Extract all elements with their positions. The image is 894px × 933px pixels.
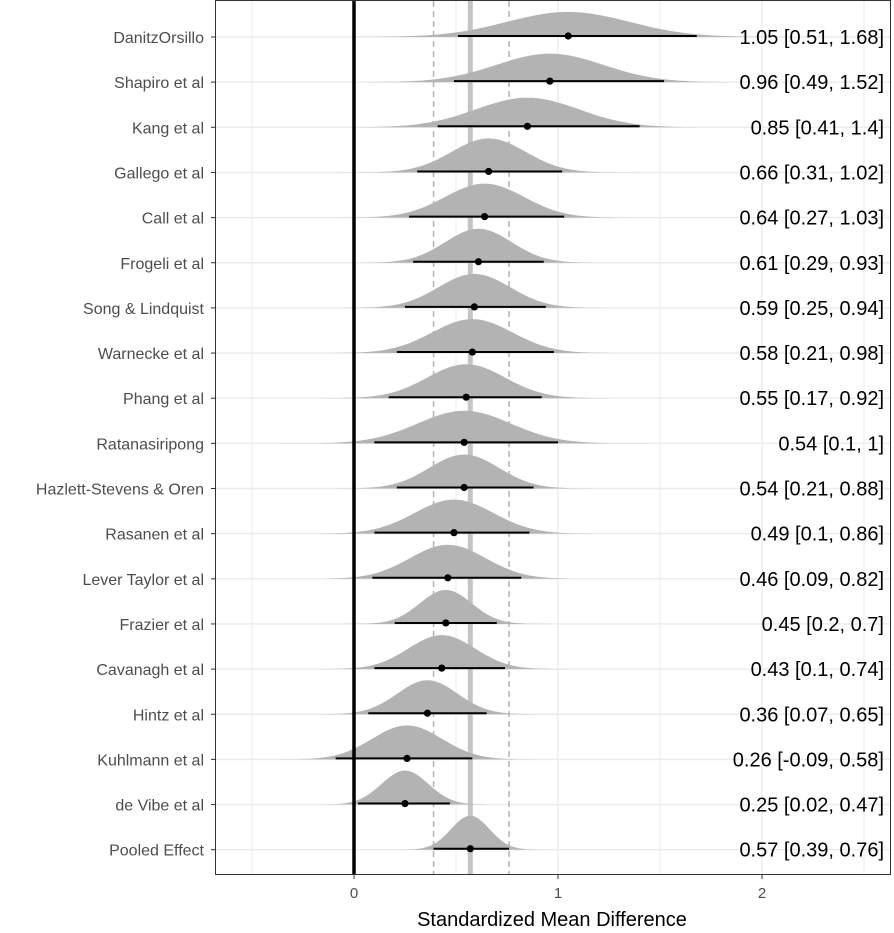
point-shapiro-et-al [546, 77, 554, 85]
estimate-annotation: 0.61 [0.29, 0.93] [739, 253, 884, 275]
y-tick-label: Hazlett-Stevens & Oren [36, 482, 204, 499]
density-frogeli-et-al [345, 228, 612, 263]
density-layer [267, 1, 812, 874]
density-hazlett-stevens-oren [324, 454, 604, 489]
y-tick-label: Shapiro et al [114, 75, 204, 92]
y-tick-label: Call et al [142, 211, 204, 228]
y-tick-label: Rasanen et al [105, 527, 204, 544]
estimate-annotation: 1.05 [0.51, 1.68] [739, 27, 884, 49]
point-song-lindquist [470, 303, 478, 311]
point-de-vibe-et-al [401, 799, 409, 808]
y-tick-label: Cavanagh et al [96, 662, 204, 679]
y-tick-label: Frazier et al [120, 617, 204, 634]
estimate-annotation: 0.49 [0.1, 0.86] [751, 524, 884, 546]
point-kuhlmann-et-al [403, 754, 411, 763]
estimate-annotation: 0.85 [0.41, 1.4] [751, 117, 884, 139]
point-kang-et-al [523, 122, 532, 130]
density-lever-taylor-et-al [295, 544, 600, 579]
estimate-annotation: 0.58 [0.21, 0.98] [739, 343, 884, 365]
y-tick-label: Gallego et al [114, 165, 204, 182]
density-phang-et-al [310, 364, 623, 399]
x-axis: 0 1 2 [350, 874, 766, 902]
density-rasanen-et-al [295, 499, 613, 534]
estimate-annotation: 0.57 [0.39, 0.76] [739, 840, 884, 862]
estimate-annotation: 0.46 [0.09, 0.82] [739, 569, 884, 591]
y-tick-label: Song & Lindquist [83, 301, 205, 318]
x-tick-label: 2 [758, 885, 766, 902]
density-song-lindquist [330, 273, 618, 308]
y-tick-label: Hintz et al [133, 707, 204, 724]
point-lever-taylor-et-al [444, 574, 452, 582]
density-shapiro-et-al [335, 53, 765, 83]
estimate-annotation: 0.43 [0.1, 0.74] [751, 659, 884, 681]
y-tick-label: Frogeli et al [120, 256, 204, 273]
density-kang-et-al [321, 97, 734, 128]
y-tick-label: de Vibe et al [115, 798, 204, 815]
estimate-annotation: 0.45 [0.2, 0.7] [762, 614, 884, 636]
x-axis-label: Standardized Mean Difference [417, 909, 687, 931]
point-gallego-et-al [485, 167, 493, 176]
estimate-annotation: 0.55 [0.17, 0.92] [739, 388, 884, 410]
x-tick-label: 1 [554, 885, 562, 902]
density-de-vibe-et-al [311, 770, 499, 805]
density-kuhlmann-et-al [267, 725, 547, 760]
x-tick-label: 0 [350, 885, 358, 902]
estimate-annotation: 0.25 [0.02, 0.47] [739, 795, 884, 817]
estimate-annotation: 0.66 [0.31, 1.02] [739, 162, 884, 184]
estimate-annotation: 0.54 [0.1, 1] [778, 433, 884, 455]
point-frazier-et-al [442, 619, 450, 627]
y-tick-label: Warnecke et al [98, 346, 204, 363]
density-gallego-et-al [340, 138, 637, 173]
interval-layer [335, 32, 697, 853]
y-tick-label: Phang et al [123, 391, 204, 408]
density-pooled-effect [393, 815, 548, 850]
y-tick-label: Kuhlmann et al [97, 752, 204, 769]
y-tick-label: Ratanasiripong [96, 436, 204, 453]
y-tick-label: DanitzOrsillo [113, 30, 204, 47]
estimate-annotation: 0.59 [0.25, 0.94] [739, 298, 884, 320]
estimate-annotation: 0.36 [0.07, 0.65] [739, 704, 884, 726]
point-danitzorsillo [564, 32, 572, 40]
y-tick-label: Pooled Effect [109, 843, 204, 860]
estimate-annotation: 0.54 [0.21, 0.88] [739, 479, 884, 501]
y-tick-label: Lever Taylor et al [82, 572, 204, 589]
point-cavanagh-et-al [438, 664, 446, 672]
estimate-annotation: 0.96 [0.49, 1.52] [739, 72, 884, 94]
density-hintz-et-al [306, 680, 549, 715]
estimate-annotation: 0.64 [0.27, 1.03] [739, 208, 884, 230]
point-ratanasiripong [460, 438, 468, 446]
point-phang-et-al [462, 393, 470, 401]
point-frogeli-et-al [474, 258, 483, 266]
density-warnecke-et-al [312, 319, 633, 354]
point-rasanen-et-al [450, 529, 458, 537]
density-cavanagh-et-al [308, 635, 575, 670]
estimate-annotation: 0.26 [-0.09, 0.58] [733, 749, 884, 771]
point-call-et-al [480, 213, 489, 221]
y-axis: DanitzOrsillo Shapiro et al Kang et al Gall… [36, 30, 216, 860]
density-danitzorsillo [324, 11, 812, 37]
density-ratanasiripong [276, 410, 652, 444]
point-hazlett-stevens-oren [460, 483, 468, 492]
annotation-layer: 1.05 [0.51, 1.68] 0.96 [0.49, 1.52] 0.85 [… [733, 27, 884, 862]
point-pooled-effect [466, 845, 474, 853]
point-warnecke-et-al [468, 348, 476, 356]
panel-border [215, 0, 891, 875]
density-frazier-et-al [341, 589, 550, 624]
y-tick-label: Kang et al [132, 120, 204, 137]
density-call-et-al [326, 183, 643, 218]
point-hintz-et-al [423, 709, 432, 717]
